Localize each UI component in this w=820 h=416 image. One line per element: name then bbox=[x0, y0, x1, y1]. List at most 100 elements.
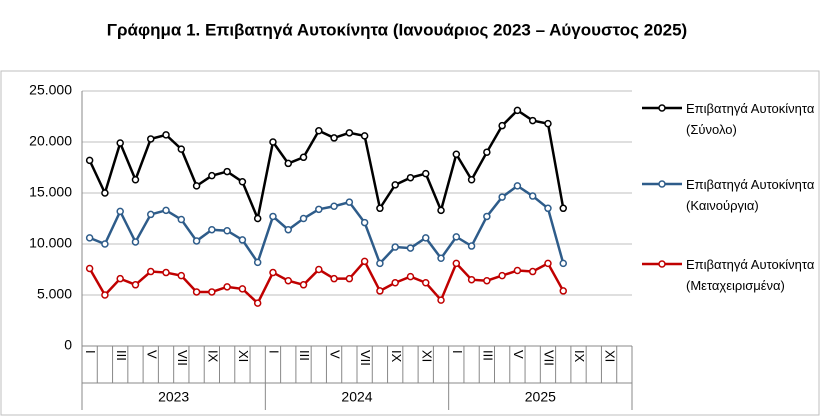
point bbox=[360, 257, 369, 266]
point bbox=[406, 272, 415, 281]
point bbox=[315, 205, 323, 214]
point bbox=[208, 171, 216, 180]
point bbox=[253, 258, 262, 267]
point bbox=[116, 274, 124, 283]
point bbox=[559, 287, 567, 295]
point bbox=[528, 116, 537, 125]
x-tick-label: III bbox=[297, 350, 312, 361]
point bbox=[452, 150, 461, 158]
point bbox=[253, 299, 262, 307]
point bbox=[192, 237, 201, 245]
point bbox=[437, 206, 445, 215]
point bbox=[467, 242, 476, 250]
point bbox=[345, 198, 354, 206]
x-tick-label: V bbox=[328, 350, 343, 359]
x-tick-label: III bbox=[480, 350, 495, 361]
point bbox=[85, 234, 94, 242]
point bbox=[269, 268, 277, 277]
point bbox=[315, 265, 323, 274]
point bbox=[559, 259, 567, 268]
point bbox=[101, 291, 109, 299]
point bbox=[452, 233, 461, 241]
point bbox=[498, 193, 506, 201]
point bbox=[422, 234, 430, 242]
point bbox=[147, 210, 155, 219]
y-tick-label: 20.000 bbox=[29, 133, 72, 149]
group-label: 2023 bbox=[158, 389, 189, 405]
point bbox=[85, 264, 94, 273]
point bbox=[238, 285, 247, 293]
point bbox=[299, 214, 308, 223]
point bbox=[544, 119, 552, 128]
y-tick-label: 25.000 bbox=[29, 82, 72, 98]
point bbox=[269, 138, 277, 146]
chart-frame bbox=[0, 70, 820, 416]
x-tick-label: III bbox=[114, 350, 129, 361]
point bbox=[192, 182, 201, 190]
series-line bbox=[89, 184, 565, 266]
legend-label: Επιβατηγά Αυτοκίνητα (Καινούργια) bbox=[686, 177, 815, 213]
point bbox=[147, 135, 155, 143]
point bbox=[376, 204, 384, 213]
point bbox=[544, 259, 552, 268]
series-line bbox=[88, 259, 565, 306]
legend-label: Επιβατηγά Αυτοκίνητα (Μεταχειρισμένα) bbox=[686, 257, 815, 293]
point bbox=[101, 240, 109, 248]
legend-marker bbox=[658, 180, 666, 188]
series-line bbox=[88, 108, 565, 223]
x-tick-label: IX bbox=[389, 350, 404, 363]
point bbox=[223, 167, 231, 176]
x-tick-label: I bbox=[83, 350, 98, 354]
point bbox=[498, 121, 506, 130]
group-label: 2025 bbox=[525, 389, 556, 405]
point bbox=[131, 281, 140, 289]
x-tick-label: V bbox=[511, 350, 526, 359]
point bbox=[559, 204, 567, 213]
point bbox=[330, 134, 338, 142]
x-tick-label: VII bbox=[175, 350, 190, 366]
point bbox=[284, 159, 292, 168]
point bbox=[284, 276, 292, 285]
point bbox=[315, 127, 323, 135]
point bbox=[391, 181, 399, 189]
point bbox=[147, 267, 155, 276]
x-tick-label: XI bbox=[236, 350, 251, 362]
point bbox=[513, 182, 522, 190]
point bbox=[422, 279, 430, 287]
point bbox=[483, 212, 491, 221]
x-tick-label: IX bbox=[205, 350, 220, 363]
point bbox=[162, 268, 170, 277]
legend-label: Επιβατηγά Αυτοκίνητα (Σύνολο) bbox=[686, 101, 815, 137]
point bbox=[360, 218, 369, 227]
x-tick-label: IX bbox=[572, 350, 587, 363]
x-tick-label: VII bbox=[542, 350, 557, 366]
point bbox=[208, 288, 216, 296]
point bbox=[437, 254, 445, 263]
point bbox=[116, 207, 124, 216]
point bbox=[330, 274, 338, 283]
x-tick-label: V bbox=[144, 350, 159, 359]
point bbox=[452, 259, 461, 268]
x-tick-label: I bbox=[450, 350, 465, 354]
point bbox=[238, 178, 247, 186]
point bbox=[299, 281, 308, 289]
y-tick-label: 10.000 bbox=[29, 235, 72, 251]
point bbox=[483, 148, 491, 156]
point bbox=[101, 189, 109, 197]
point bbox=[376, 259, 384, 268]
point bbox=[223, 226, 231, 235]
point bbox=[345, 129, 354, 137]
point bbox=[391, 279, 399, 287]
point bbox=[483, 276, 491, 285]
point bbox=[528, 192, 537, 200]
point bbox=[299, 153, 308, 162]
point bbox=[330, 202, 338, 211]
x-tick-label: VII bbox=[358, 350, 373, 366]
point bbox=[406, 173, 415, 182]
point bbox=[131, 238, 140, 246]
legend-marker bbox=[658, 260, 666, 268]
y-tick-label: 0 bbox=[64, 337, 72, 353]
point bbox=[376, 287, 384, 295]
point bbox=[253, 214, 262, 223]
